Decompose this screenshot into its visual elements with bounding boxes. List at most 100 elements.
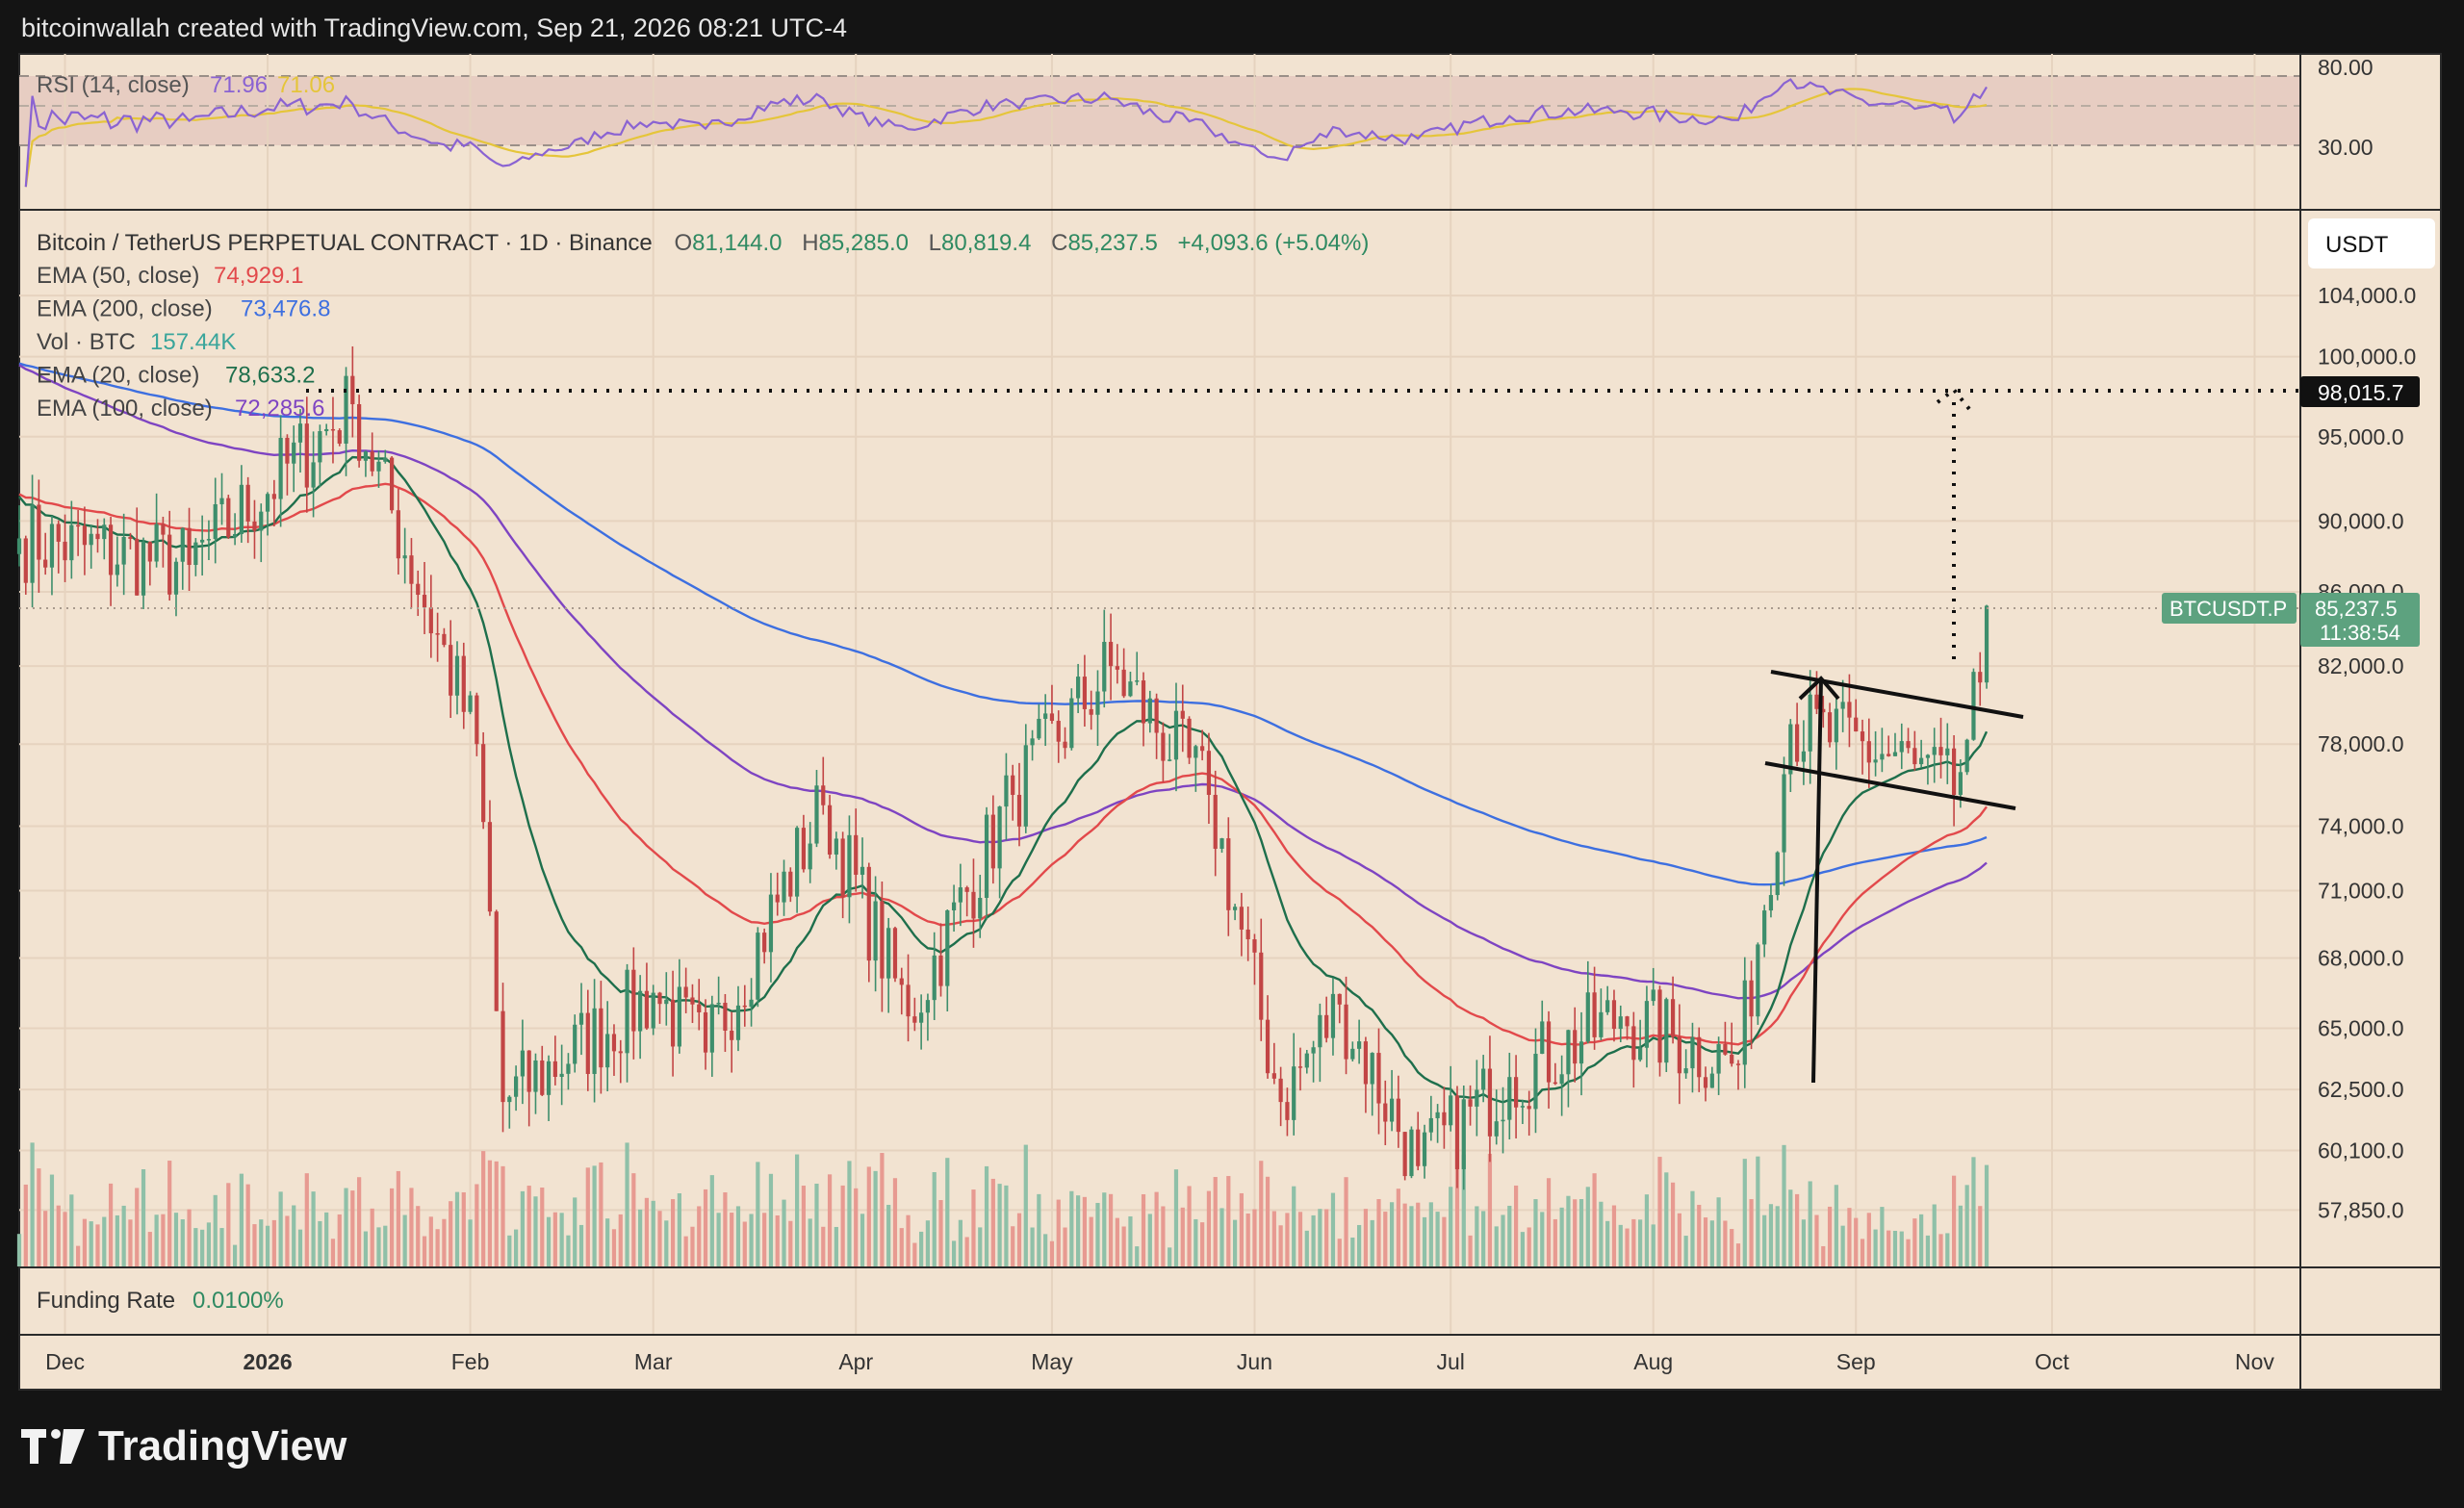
volume-bar bbox=[978, 1227, 983, 1266]
volume-bar bbox=[76, 1245, 81, 1266]
candle bbox=[703, 999, 708, 1070]
volume-bar bbox=[1461, 1154, 1466, 1266]
candle bbox=[1350, 1041, 1355, 1061]
volume-bar bbox=[1219, 1208, 1224, 1266]
candle bbox=[958, 863, 962, 927]
candle bbox=[854, 808, 859, 892]
volume-bar bbox=[1409, 1206, 1414, 1266]
volume-bar bbox=[1854, 1217, 1859, 1266]
volume-bar bbox=[409, 1188, 414, 1266]
volume-bar bbox=[475, 1184, 479, 1266]
candle bbox=[912, 997, 917, 1032]
currency-button[interactable]: USDT bbox=[2308, 218, 2435, 268]
volume-bar bbox=[657, 1211, 662, 1266]
candle bbox=[1206, 732, 1212, 825]
ohlc-low: 80,819.4 bbox=[941, 230, 1031, 256]
symbol-tag-label: BTCUSDT.P bbox=[2169, 597, 2287, 621]
candle bbox=[1161, 722, 1166, 783]
volume-bar bbox=[213, 1194, 218, 1266]
candle bbox=[1553, 1062, 1557, 1086]
candle bbox=[1168, 733, 1172, 762]
volume-bar bbox=[1730, 1229, 1734, 1266]
target-price-tag: 98,015.7 bbox=[2300, 376, 2420, 407]
legend-value: 78,633.2 bbox=[225, 363, 315, 389]
volume-bar bbox=[1468, 1235, 1473, 1266]
volume-bar bbox=[854, 1188, 859, 1266]
volume-bar bbox=[840, 1185, 845, 1266]
candle bbox=[559, 1044, 564, 1106]
last-price-label: 85,237.5 bbox=[2315, 597, 2398, 621]
candle bbox=[1899, 723, 1904, 770]
candle bbox=[500, 983, 505, 1133]
candle bbox=[135, 507, 140, 596]
volume-bar bbox=[1147, 1214, 1152, 1266]
volume-bar bbox=[1866, 1213, 1871, 1266]
price-axis-label: 100,000.0 bbox=[2318, 345, 2416, 370]
volume-bar bbox=[578, 1224, 584, 1266]
price-axis[interactable]: 104,000.0100,000.095,000.090,000.086,000… bbox=[2318, 283, 2416, 1222]
currency-button-bg bbox=[2308, 218, 2435, 268]
volume-bar bbox=[808, 1218, 812, 1266]
candle bbox=[82, 506, 88, 575]
volume-bar bbox=[507, 1235, 512, 1266]
volume-bar bbox=[1527, 1227, 1531, 1266]
volume-bar bbox=[540, 1188, 545, 1266]
volume-bar bbox=[1350, 1237, 1355, 1266]
volume-bar bbox=[454, 1191, 460, 1266]
price-axis-label: 90,000.0 bbox=[2318, 508, 2404, 533]
candle bbox=[1082, 654, 1088, 728]
volume-bar bbox=[416, 1206, 421, 1266]
volume-bar bbox=[866, 1166, 871, 1266]
volume-bar bbox=[1775, 1206, 1780, 1266]
candle bbox=[1468, 1085, 1473, 1126]
pennant-drawing[interactable] bbox=[1764, 387, 2024, 1084]
candle bbox=[1135, 652, 1140, 686]
volume-bar bbox=[1304, 1230, 1309, 1266]
candle bbox=[1912, 730, 1917, 771]
volume-bar bbox=[716, 1213, 721, 1266]
candle bbox=[638, 975, 643, 1060]
candle bbox=[1683, 1049, 1688, 1079]
candle bbox=[782, 859, 786, 916]
flag-lower-trendline[interactable] bbox=[1764, 761, 2016, 810]
volume-bar bbox=[1984, 1164, 1989, 1266]
candle bbox=[475, 692, 479, 756]
candle bbox=[1573, 1007, 1578, 1083]
candle bbox=[625, 963, 629, 1083]
candle bbox=[161, 516, 166, 568]
volume-bar bbox=[1899, 1231, 1904, 1266]
price-axis-label: 82,000.0 bbox=[2318, 653, 2404, 678]
candle bbox=[1442, 1086, 1447, 1149]
volume-bar bbox=[1187, 1186, 1192, 1266]
ohlc-open-key: O bbox=[674, 230, 692, 256]
candle bbox=[1187, 716, 1192, 764]
volume-bar bbox=[1723, 1220, 1728, 1266]
candle bbox=[566, 1053, 571, 1090]
volume-bar bbox=[304, 1173, 309, 1266]
volume-bar bbox=[1644, 1194, 1650, 1266]
candle bbox=[762, 928, 767, 964]
volume-bar bbox=[651, 1200, 655, 1266]
candle bbox=[383, 449, 388, 464]
candle bbox=[206, 520, 212, 560]
candle bbox=[1834, 695, 1838, 770]
volume-bar bbox=[187, 1209, 192, 1266]
candle bbox=[1363, 1036, 1369, 1113]
time-axis[interactable]: Dec 2026 Feb Mar Apr May Jun Jul Aug Sep Oct Nov bbox=[45, 1349, 2274, 1374]
volume-bar bbox=[1860, 1239, 1865, 1266]
flagpole-line[interactable] bbox=[1811, 677, 1823, 1084]
volume-bar bbox=[265, 1225, 270, 1266]
candle bbox=[1971, 668, 1976, 741]
candle bbox=[1409, 1126, 1414, 1179]
volume-bar bbox=[1449, 1187, 1453, 1266]
candle bbox=[344, 367, 348, 476]
candle bbox=[1402, 1132, 1407, 1181]
volume-bar bbox=[1043, 1234, 1048, 1266]
volume-bar bbox=[958, 1219, 962, 1266]
volume-bar bbox=[357, 1177, 362, 1266]
flag-upper-trendline[interactable] bbox=[1770, 670, 2024, 719]
volume-bar bbox=[670, 1199, 676, 1266]
volume-bar bbox=[1030, 1227, 1035, 1266]
